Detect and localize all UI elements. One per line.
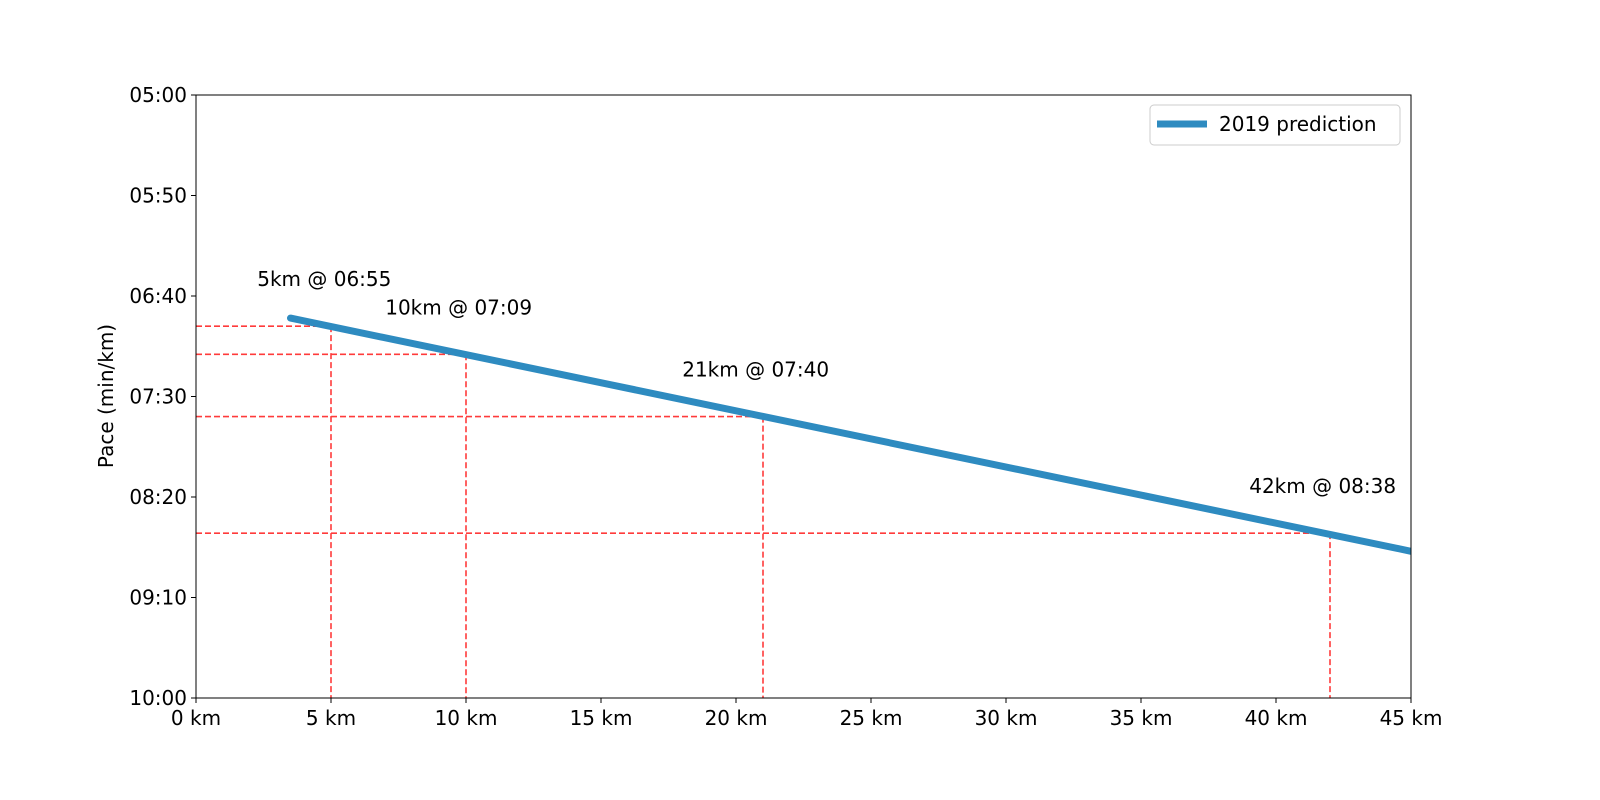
annotation-label: 5km @ 06:55 [257,267,391,291]
y-axis-label: Pace (min/km) [94,324,118,468]
x-tick-label: 5 km [306,706,356,730]
y-tick-label: 08:20 [129,485,187,509]
annotation-label: 42km @ 08:38 [1249,474,1396,498]
annotation-label: 21km @ 07:40 [682,358,829,382]
x-tick-label: 45 km [1380,706,1443,730]
series-line [287,314,1411,555]
x-tick-label: 20 km [705,706,768,730]
annotations: 5km @ 06:55 10km @ 07:09 21km @ 07:40 42km … [257,267,1396,498]
x-tick-label: 40 km [1245,706,1308,730]
y-tick-label: 05:50 [129,184,187,208]
legend-box [1149,104,1401,146]
plot-frame [195,94,1412,699]
x-tick-label: 0 km [171,706,221,730]
legend: 2019 prediction [1149,104,1401,146]
x-axis: 0 km 5 km 10 km 15 km 20 km 25 km 30 km 35 km 40… [171,698,1443,730]
x-tick-label: 30 km [975,706,1038,730]
y-tick-label: 07:30 [129,385,187,409]
annotation-label: 10km @ 07:09 [385,295,532,319]
x-tick-label: 35 km [1110,706,1173,730]
y-tick-label: 05:00 [129,83,187,107]
legend-label: 2019 prediction [1219,112,1377,136]
x-tick-label: 10 km [435,706,498,730]
y-tick-label: 06:40 [129,284,187,308]
reference-lines [196,325,1331,698]
y-tick-label: 09:10 [129,586,187,610]
y-axis: 05:00 05:50 06:40 07:30 08:20 09:10 10:00 [129,83,196,710]
x-tick-label: 15 km [570,706,633,730]
y-tick-label: 10:00 [129,686,187,710]
series-layer [287,314,1411,555]
x-tick-label: 25 km [840,706,903,730]
